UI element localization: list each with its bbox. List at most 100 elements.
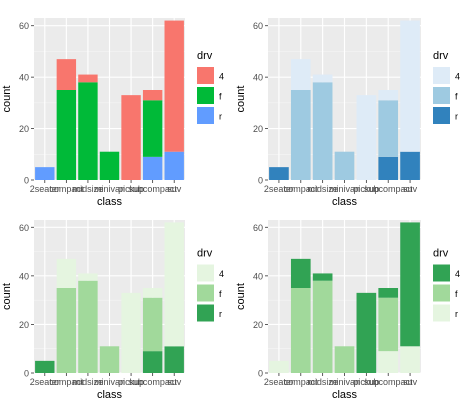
bar-compact-drv-4 bbox=[290, 59, 311, 90]
x-tick-label: minivan bbox=[329, 377, 360, 387]
legend-key-r bbox=[197, 304, 214, 322]
bar-midsize-drv-f bbox=[312, 280, 333, 373]
legend-title: drv bbox=[433, 50, 449, 62]
bar-subcompact-drv-r bbox=[378, 156, 399, 180]
x-tick-label: midsize bbox=[307, 377, 338, 387]
x-tick-label: midsize bbox=[307, 184, 338, 194]
legend-title: drv bbox=[197, 248, 213, 260]
bar-pickup-drv-4 bbox=[356, 292, 377, 373]
bar-suv-drv-4 bbox=[400, 222, 420, 347]
legend-key-f bbox=[197, 284, 214, 302]
bar-suv-drv-r bbox=[400, 346, 420, 373]
bar-subcompact-drv-4 bbox=[142, 288, 163, 298]
bar-subcompact-drv-f bbox=[142, 297, 163, 352]
y-tick-label: 60 bbox=[19, 21, 29, 31]
bar-compact-drv-4 bbox=[56, 59, 77, 90]
bar-subcompact-drv-4 bbox=[142, 90, 163, 101]
x-tick-label: suv bbox=[167, 184, 182, 194]
y-axis-title: count bbox=[1, 86, 13, 113]
y-tick-label: 0 bbox=[24, 369, 29, 379]
legend-label-r: r bbox=[455, 112, 458, 122]
y-axis-title: count bbox=[235, 86, 247, 113]
legend-key-4 bbox=[197, 67, 214, 84]
x-tick-label: minivan bbox=[94, 184, 125, 194]
x-axis-title: class bbox=[97, 196, 123, 208]
y-tick-label: 20 bbox=[19, 320, 29, 330]
bar-compact-drv-f bbox=[56, 90, 77, 180]
legend-key-4 bbox=[433, 264, 450, 282]
x-tick-label: midsize bbox=[73, 184, 104, 194]
legend-label-f: f bbox=[219, 289, 222, 299]
y-tick-label: 40 bbox=[19, 271, 29, 281]
y-tick-label: 0 bbox=[24, 176, 29, 186]
bar-minivan-drv-f bbox=[99, 151, 120, 180]
legend-title: drv bbox=[433, 248, 449, 260]
x-tick-label: pickup bbox=[353, 184, 379, 194]
y-axis-title: count bbox=[1, 283, 13, 310]
bar-compact-drv-f bbox=[56, 288, 77, 373]
y-tick-label: 0 bbox=[258, 369, 263, 379]
bar-compact-drv-4 bbox=[56, 258, 77, 288]
x-tick-label: midsize bbox=[73, 377, 104, 387]
bar-2seater-drv-r bbox=[269, 360, 289, 373]
x-tick-label: compact bbox=[49, 377, 84, 387]
y-axis-title: count bbox=[235, 283, 247, 310]
y-tick-label: 20 bbox=[19, 124, 29, 134]
bar-suv-drv-r bbox=[164, 151, 184, 180]
x-tick-label: subcompact bbox=[128, 377, 177, 387]
x-axis-title: class bbox=[332, 196, 358, 208]
chart-panel-3: 0 20 40 60 2seatercompactmidsizeminivanpicku… bbox=[1, 220, 224, 401]
bar-suv-drv-r bbox=[164, 346, 184, 373]
bar-suv-drv-r bbox=[400, 151, 420, 180]
x-tick-label: subcompact bbox=[364, 377, 413, 387]
bar-minivan-drv-f bbox=[334, 151, 355, 180]
legend-key-r bbox=[433, 107, 450, 124]
legend-label-4: 4 bbox=[455, 269, 460, 279]
x-tick-label: subcompact bbox=[128, 184, 177, 194]
x-tick-label: pickup bbox=[353, 377, 379, 387]
bar-compact-drv-f bbox=[290, 90, 311, 180]
legend-key-f bbox=[433, 284, 450, 302]
bar-subcompact-drv-f bbox=[378, 100, 399, 157]
bar-subcompact-drv-4 bbox=[378, 288, 399, 298]
bar-midsize-drv-4 bbox=[78, 273, 98, 281]
bar-subcompact-drv-r bbox=[142, 351, 163, 373]
legend-key-f bbox=[197, 87, 214, 104]
bar-minivan-drv-f bbox=[99, 346, 120, 373]
bar-pickup-drv-4 bbox=[121, 95, 141, 180]
legend-label-r: r bbox=[455, 309, 458, 319]
x-tick-label: subcompact bbox=[364, 184, 413, 194]
bar-2seater-drv-r bbox=[269, 167, 289, 180]
legend-label-4: 4 bbox=[455, 72, 460, 82]
y-tick-label: 40 bbox=[253, 271, 263, 281]
bar-2seater-drv-r bbox=[35, 167, 55, 180]
bar-subcompact-drv-4 bbox=[378, 90, 399, 101]
y-tick-label: 20 bbox=[253, 320, 263, 330]
y-tick-label: 20 bbox=[253, 124, 263, 134]
x-tick-label: minivan bbox=[94, 377, 125, 387]
x-axis-title: class bbox=[97, 389, 123, 401]
legend-title: drv bbox=[197, 50, 213, 62]
bar-subcompact-drv-r bbox=[378, 351, 399, 373]
bar-subcompact-drv-r bbox=[142, 156, 163, 180]
bar-2seater-drv-r bbox=[35, 360, 55, 373]
x-tick-label: minivan bbox=[329, 184, 360, 194]
bar-subcompact-drv-f bbox=[378, 297, 399, 352]
y-tick-label: 60 bbox=[19, 223, 29, 233]
legend-key-f bbox=[433, 87, 450, 104]
x-tick-label: 2seater bbox=[264, 377, 294, 387]
x-tick-label: compact bbox=[284, 377, 319, 387]
x-tick-label: pickup bbox=[118, 184, 144, 194]
bar-midsize-drv-f bbox=[78, 82, 98, 180]
bar-pickup-drv-4 bbox=[121, 292, 141, 373]
chart-panel-1: 0 20 40 60 2seatercompactmidsizeminivanpicku… bbox=[1, 18, 224, 208]
legend-label-4: 4 bbox=[219, 269, 224, 279]
x-tick-label: compact bbox=[49, 184, 84, 194]
bar-midsize-drv-4 bbox=[312, 273, 333, 281]
bar-midsize-drv-f bbox=[78, 280, 98, 373]
x-tick-label: suv bbox=[403, 184, 418, 194]
legend-key-r bbox=[433, 304, 450, 322]
x-tick-label: suv bbox=[403, 377, 418, 387]
legend-key-4 bbox=[433, 67, 450, 84]
legend-label-4: 4 bbox=[219, 72, 224, 82]
